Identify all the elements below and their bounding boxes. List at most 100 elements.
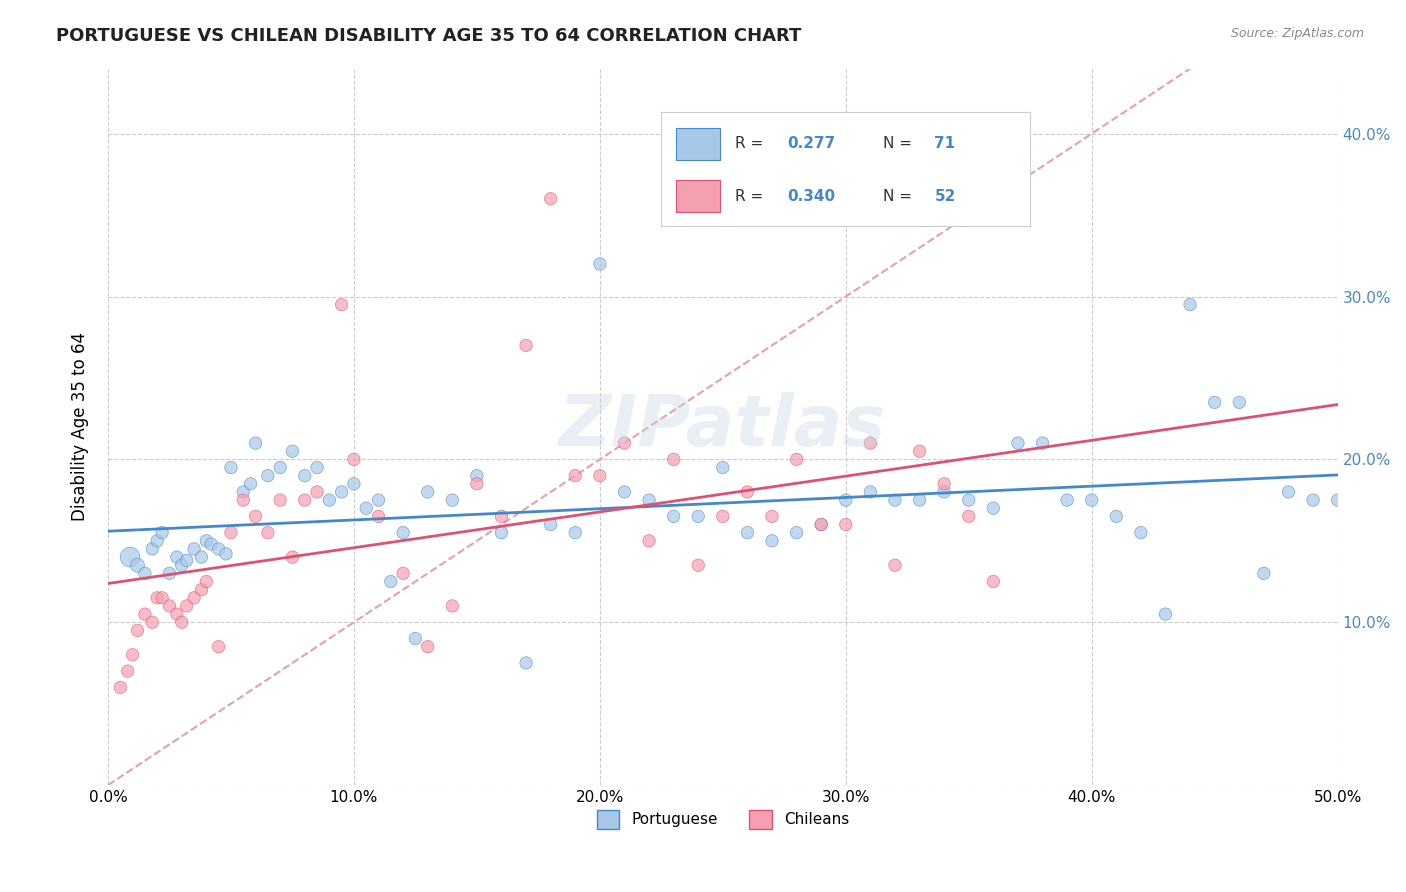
Point	[294, 493, 316, 508]
Point	[761, 533, 783, 548]
Point	[441, 599, 464, 613]
Point	[688, 558, 710, 573]
Point	[613, 485, 636, 500]
Point	[330, 485, 353, 500]
Point	[219, 525, 242, 540]
Y-axis label: Disability Age 35 to 64: Disability Age 35 to 64	[72, 333, 89, 521]
Point	[884, 493, 907, 508]
Point	[1302, 493, 1324, 508]
Point	[1154, 607, 1177, 621]
Point	[1253, 566, 1275, 581]
Point	[305, 485, 328, 500]
Point	[269, 460, 291, 475]
Point	[380, 574, 402, 589]
Point	[934, 485, 956, 500]
Point	[810, 517, 832, 532]
Point	[662, 452, 685, 467]
Point	[170, 615, 193, 630]
Point	[150, 525, 173, 540]
Point	[150, 591, 173, 605]
Point	[1007, 436, 1029, 450]
Point	[1326, 493, 1348, 508]
Point	[330, 298, 353, 312]
Point	[281, 444, 304, 458]
Point	[141, 541, 163, 556]
Point	[957, 493, 980, 508]
Point	[134, 566, 156, 581]
Point	[257, 468, 280, 483]
Point	[638, 533, 661, 548]
Point	[465, 468, 488, 483]
Point	[589, 468, 612, 483]
Point	[662, 509, 685, 524]
Point	[908, 444, 931, 458]
Point	[134, 607, 156, 621]
Point	[416, 485, 439, 500]
Point	[1056, 493, 1078, 508]
Point	[835, 493, 858, 508]
Point	[215, 547, 238, 561]
Point	[441, 493, 464, 508]
Point	[761, 509, 783, 524]
Point	[1031, 436, 1053, 450]
Point	[1277, 485, 1299, 500]
Point	[232, 493, 254, 508]
Point	[589, 257, 612, 271]
Point	[465, 476, 488, 491]
Point	[367, 493, 389, 508]
Legend: Portuguese, Chileans: Portuguese, Chileans	[591, 804, 855, 835]
Point	[294, 468, 316, 483]
Point	[1080, 493, 1102, 508]
Point	[981, 574, 1004, 589]
Point	[232, 485, 254, 500]
Point	[884, 558, 907, 573]
Point	[195, 533, 218, 548]
Point	[190, 582, 212, 597]
Point	[343, 476, 366, 491]
Point	[810, 517, 832, 532]
Point	[392, 566, 415, 581]
Point	[343, 452, 366, 467]
Point	[515, 656, 537, 670]
Point	[190, 550, 212, 565]
Text: ZIPatlas: ZIPatlas	[560, 392, 887, 461]
Point	[208, 640, 231, 654]
Point	[613, 436, 636, 450]
Point	[183, 591, 205, 605]
Point	[515, 338, 537, 352]
Point	[245, 436, 267, 450]
Point	[170, 558, 193, 573]
Point	[711, 509, 734, 524]
Point	[491, 525, 513, 540]
Point	[176, 599, 198, 613]
Point	[120, 550, 142, 565]
Point	[859, 436, 882, 450]
Point	[354, 501, 377, 516]
Point	[200, 537, 222, 551]
Point	[1204, 395, 1226, 409]
Point	[257, 525, 280, 540]
Point	[121, 648, 143, 662]
Point	[934, 476, 956, 491]
Point	[166, 607, 188, 621]
Point	[318, 493, 340, 508]
Point	[245, 509, 267, 524]
Point	[159, 566, 181, 581]
Point	[176, 553, 198, 567]
Point	[305, 460, 328, 475]
Point	[239, 476, 262, 491]
Point	[711, 460, 734, 475]
Point	[416, 640, 439, 654]
Point	[367, 509, 389, 524]
Point	[957, 509, 980, 524]
Point	[688, 509, 710, 524]
Point	[908, 493, 931, 508]
Point	[859, 485, 882, 500]
Point	[404, 632, 426, 646]
Point	[540, 517, 562, 532]
Point	[141, 615, 163, 630]
Point	[281, 550, 304, 565]
Point	[1227, 395, 1250, 409]
Point	[110, 681, 132, 695]
Point	[786, 525, 808, 540]
